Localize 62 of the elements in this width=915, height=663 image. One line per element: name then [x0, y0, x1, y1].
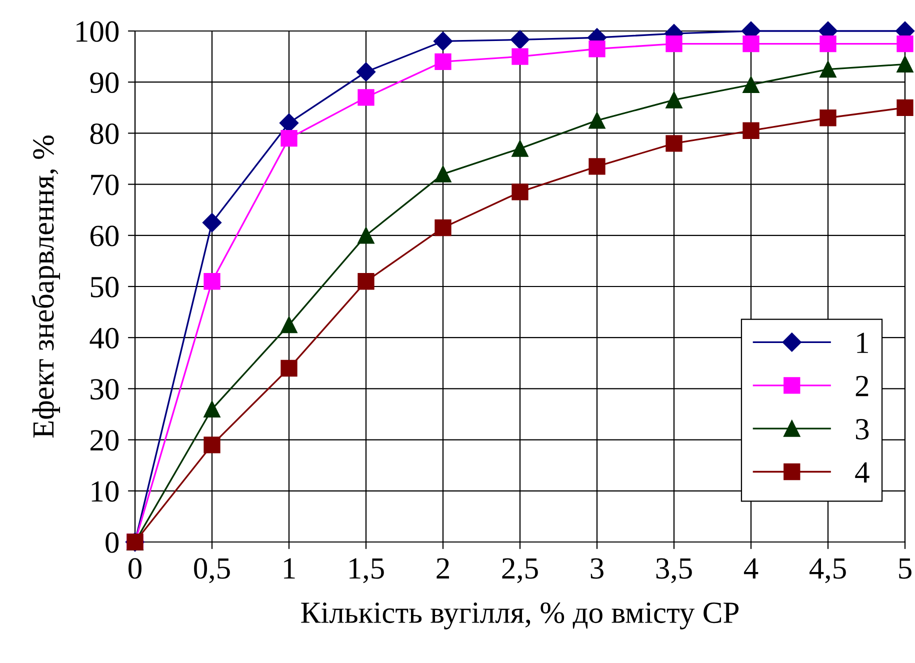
- y-tick-label: 30: [90, 378, 119, 400]
- point: [280, 316, 298, 334]
- x-tick-label: 4: [744, 558, 758, 578]
- point: [433, 32, 453, 51]
- point: [204, 400, 220, 418]
- point: [666, 35, 682, 52]
- point: [588, 158, 606, 175]
- point: [820, 35, 836, 52]
- point: [742, 35, 760, 52]
- point: [820, 60, 836, 78]
- point: [588, 40, 606, 58]
- point: [280, 360, 298, 377]
- point: [358, 227, 374, 244]
- point: [356, 62, 376, 82]
- y-tick-label: 20: [90, 430, 119, 451]
- point: [820, 110, 836, 126]
- point: [204, 273, 220, 290]
- legend-label: 1: [857, 332, 868, 353]
- point: [434, 166, 452, 182]
- y-axis-title: Ефект знебарвлення, %: [32, 135, 60, 438]
- y-tick-label: 70: [91, 174, 119, 196]
- x-tick-label: 4,5: [810, 558, 846, 584]
- y-tick-label: 40: [90, 328, 119, 348]
- x-tick-label: 0: [128, 558, 142, 579]
- x-tick-label: 2: [436, 558, 449, 578]
- point: [896, 99, 914, 116]
- point: [666, 135, 682, 152]
- x-tick-label: 1,5: [350, 558, 384, 584]
- point: [358, 89, 374, 106]
- point: [512, 184, 528, 200]
- point: [742, 76, 760, 93]
- point: [510, 30, 530, 50]
- point: [434, 53, 452, 70]
- point: [512, 48, 528, 65]
- point: [204, 436, 220, 454]
- y-tick-label: 90: [90, 72, 119, 93]
- x-axis-title: Кількість вугілля, % до вмісту СР: [301, 602, 738, 630]
- point: [896, 56, 914, 73]
- y-tick-label: 80: [90, 123, 119, 144]
- y-tick-label: 10: [92, 481, 119, 502]
- x-tick-label: 1: [284, 558, 295, 578]
- y-tick-label: 0: [106, 532, 119, 553]
- legend-label: 3: [856, 419, 869, 440]
- point: [280, 130, 298, 147]
- point: [202, 213, 222, 232]
- x-tick-label: 0,5: [194, 558, 230, 584]
- point: [666, 92, 682, 108]
- point: [742, 122, 760, 139]
- x-tick-label: 3,5: [656, 558, 692, 584]
- y-tick-label: 50: [90, 276, 119, 298]
- point: [896, 35, 914, 52]
- x-tick-label: 5: [899, 558, 912, 579]
- point: [588, 112, 606, 129]
- point: [358, 273, 374, 290]
- x-tick-label: 3: [590, 558, 604, 579]
- y-tick-label: 60: [90, 226, 119, 246]
- legend-label: 2: [856, 376, 868, 396]
- point: [434, 219, 452, 236]
- y-tick-label: 100: [76, 21, 119, 42]
- x-tick-label: 2,5: [502, 558, 538, 584]
- legend-label: 4: [855, 462, 870, 482]
- point: [512, 140, 528, 157]
